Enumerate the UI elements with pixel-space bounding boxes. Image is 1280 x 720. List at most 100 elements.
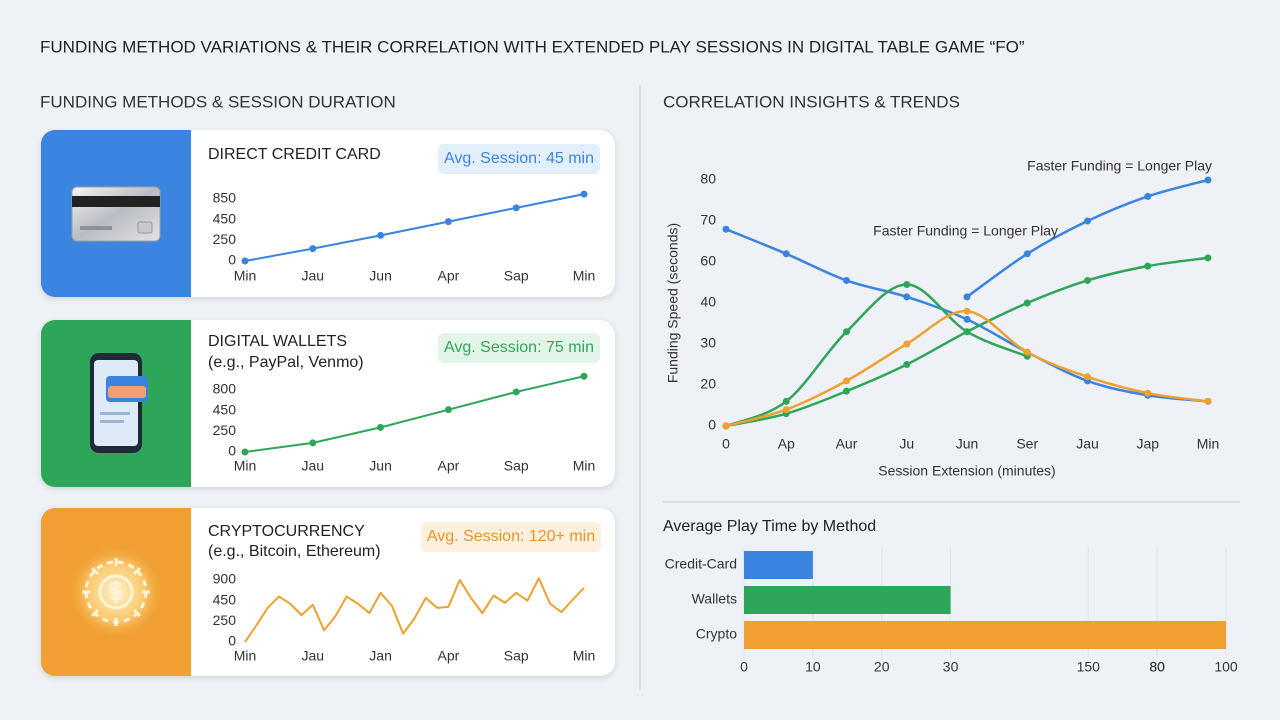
badge — [438, 144, 600, 174]
point — [963, 315, 971, 323]
chart-title: Average Play Time by Method — [663, 518, 876, 535]
point — [963, 307, 971, 315]
x-tick-label: 20 — [874, 659, 890, 675]
bar — [744, 551, 813, 579]
x-tick-label: Min — [234, 648, 257, 664]
point — [1144, 389, 1152, 397]
card-subtitle: (e.g., Bitcoin, Ethereum) — [208, 543, 381, 560]
y-tick-label: 80 — [700, 171, 716, 187]
y-tick-label: 250 — [213, 231, 237, 247]
point — [1023, 250, 1031, 258]
point — [1084, 276, 1091, 284]
y-axis-label: Funding Speed (seconds) — [665, 223, 681, 383]
y-tick-label: 450 — [213, 401, 237, 417]
card-title: DIGITAL WALLETS — [208, 333, 347, 350]
point — [1144, 262, 1152, 270]
card-body — [191, 508, 221, 676]
x-tick-label: 30 — [943, 659, 959, 675]
x-tick-label: Ju — [899, 436, 914, 452]
x-tick-label: Aur — [836, 436, 858, 452]
x-tick-label: 100 — [1214, 659, 1238, 675]
badge — [421, 522, 601, 552]
card-icon-stripe — [72, 196, 160, 207]
point — [903, 281, 911, 289]
point — [1084, 217, 1091, 225]
x-tick-label: Jau — [302, 268, 325, 284]
phone-screen — [94, 360, 138, 446]
x-tick-label: Apr — [438, 648, 460, 664]
point — [512, 388, 520, 396]
x-tick-label: Jan — [369, 648, 392, 664]
x-tick-label: Sap — [504, 648, 529, 664]
x-tick-label: 150 — [1077, 659, 1101, 675]
x-tick-label: Jap — [1136, 436, 1159, 452]
point — [377, 423, 385, 431]
point — [963, 293, 971, 301]
point — [722, 422, 730, 430]
phone-line — [100, 412, 130, 415]
x-tick-label: Sap — [504, 458, 529, 474]
x-tick-label: Jun — [369, 268, 392, 284]
point — [444, 218, 452, 226]
point — [377, 231, 385, 239]
crypto-icon — [82, 558, 150, 626]
point — [580, 190, 588, 198]
x-tick-label: Min — [234, 458, 257, 474]
point — [1023, 299, 1031, 307]
badge-text: Avg. Session: 120+ min — [427, 528, 595, 545]
card-icon-chip — [137, 221, 153, 234]
x-tick-label: 0 — [722, 436, 730, 452]
x-tick-label: Min — [573, 458, 596, 474]
point — [309, 439, 317, 447]
y-tick-label: 40 — [700, 294, 716, 310]
x-tick-label: Min — [1197, 436, 1220, 452]
point — [963, 328, 971, 336]
card-body — [191, 130, 221, 297]
x-tick-label: 0 — [740, 659, 748, 675]
x-tick-label: Ser — [1016, 436, 1038, 452]
point — [1204, 176, 1212, 184]
badge-text: Avg. Session: 75 min — [444, 339, 594, 356]
y-tick-label: 250 — [213, 422, 237, 438]
x-tick-label: Min — [573, 268, 596, 284]
y-tick-label: 70 — [700, 212, 716, 228]
y-tick-label: 20 — [700, 376, 716, 392]
y-tick-label: 0 — [228, 443, 236, 459]
card-icon-line — [80, 226, 112, 230]
point — [903, 361, 911, 368]
card: DIGITAL WALLETS (e.g., PayPal, Venmo) Av… — [41, 320, 615, 487]
badge-text: Avg. Session: 45 min — [444, 150, 594, 167]
card-title: CRYPTOCURRENCY — [208, 523, 365, 540]
card: CRYPTOCURRENCY (e.g., Bitcoin, Ethereum)… — [41, 508, 615, 676]
x-tick-label: Jau — [302, 648, 325, 664]
x-tick-label: Apr — [438, 268, 460, 284]
x-tick-label: Jau — [302, 458, 325, 474]
x-tick-label: Sap — [504, 268, 529, 284]
card-subtitle: (e.g., PayPal, Venmo) — [208, 354, 364, 371]
point — [1084, 373, 1091, 381]
x-tick-label: 10 — [805, 659, 821, 675]
phone-line — [100, 420, 124, 423]
point — [843, 328, 850, 336]
x-tick-label: Jun — [369, 458, 392, 474]
point — [843, 276, 850, 284]
y-tick-label: Crypto — [696, 626, 737, 642]
y-tick-label: 60 — [700, 253, 716, 269]
y-tick-label: 800 — [213, 381, 237, 397]
point — [1144, 192, 1152, 200]
y-tick-label: Credit-Card — [665, 556, 737, 572]
page-title: FUNDING METHOD VARIATIONS & THEIR CORREL… — [40, 37, 1025, 56]
x-tick-label: Ap — [778, 436, 795, 452]
point — [903, 340, 911, 348]
y-tick-label: 30 — [700, 335, 716, 351]
badge — [438, 333, 600, 363]
y-tick-label: 0 — [708, 417, 716, 433]
bar — [744, 586, 951, 614]
x-axis-label: Session Extension (minutes) — [878, 463, 1055, 479]
line — [244, 193, 585, 262]
x-tick-label: Min — [573, 648, 596, 664]
line — [244, 577, 585, 643]
point — [722, 225, 730, 233]
section-heading: FUNDING METHODS & SESSION DURATION — [40, 92, 396, 111]
point — [1204, 254, 1212, 262]
